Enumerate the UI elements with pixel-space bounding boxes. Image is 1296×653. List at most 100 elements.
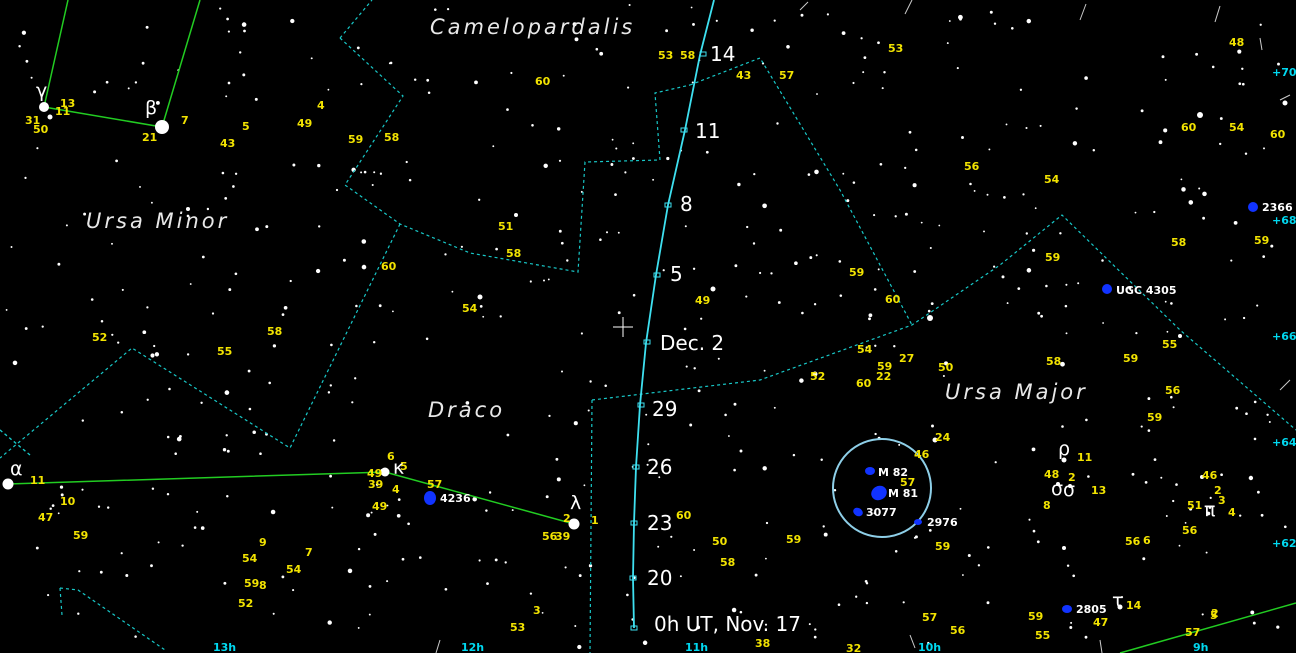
star xyxy=(1025,232,1029,235)
star xyxy=(1250,610,1255,615)
star xyxy=(647,443,650,446)
magnitude-label: 46 xyxy=(914,448,930,461)
star xyxy=(1244,152,1248,155)
star xyxy=(994,461,997,464)
star xyxy=(731,607,737,613)
star xyxy=(837,603,841,606)
magnitude-label: 49 xyxy=(297,117,312,130)
star xyxy=(595,47,599,51)
star xyxy=(238,51,242,54)
star xyxy=(558,229,562,233)
star xyxy=(662,269,665,272)
star xyxy=(315,268,321,274)
star xyxy=(373,171,376,174)
magnitude-label: 56 xyxy=(964,160,980,173)
comet-date-label: 11 xyxy=(695,119,720,143)
star xyxy=(281,313,285,316)
constellation-ursa-minor: Ursa Minor xyxy=(86,209,229,233)
star xyxy=(927,641,930,645)
star xyxy=(881,87,884,90)
star xyxy=(715,57,718,60)
star xyxy=(816,93,818,95)
star xyxy=(292,589,295,592)
star xyxy=(25,59,29,63)
star xyxy=(234,172,238,175)
star xyxy=(499,315,502,318)
constellation-ursa-major: Ursa Major xyxy=(945,380,1088,404)
magnitude-label: 3 xyxy=(533,604,541,617)
star xyxy=(611,138,614,141)
magnitude-label: 39 xyxy=(555,530,570,543)
bright-star xyxy=(1200,475,1204,479)
star xyxy=(153,344,156,348)
star xyxy=(739,449,743,453)
star xyxy=(961,574,964,576)
star xyxy=(1211,65,1215,69)
star xyxy=(21,30,27,35)
galaxy-label: 2805 xyxy=(1076,603,1107,616)
bright-star xyxy=(47,114,53,120)
star xyxy=(418,556,422,559)
star xyxy=(289,279,292,283)
star xyxy=(1166,330,1169,333)
star xyxy=(49,507,52,510)
star xyxy=(822,525,825,528)
star xyxy=(733,468,736,472)
magnitude-label: 56 xyxy=(950,624,966,637)
star xyxy=(545,495,549,499)
background-stars xyxy=(5,3,1287,650)
magnitude-label: 8 xyxy=(1043,499,1051,512)
star xyxy=(310,57,313,60)
star xyxy=(894,550,898,553)
star xyxy=(993,22,997,25)
ra-label: 12h xyxy=(461,641,484,653)
star xyxy=(770,272,773,275)
star xyxy=(868,317,871,321)
star xyxy=(155,100,160,105)
star xyxy=(855,595,858,598)
magnitude-label: 5 xyxy=(1210,609,1218,622)
star xyxy=(813,635,817,639)
star xyxy=(587,409,590,412)
star xyxy=(1039,124,1042,127)
star xyxy=(351,401,354,404)
magnitude-label: 56 xyxy=(1165,384,1181,397)
star xyxy=(200,401,203,404)
star xyxy=(225,95,228,98)
galaxy-label: 3077 xyxy=(866,506,897,519)
star xyxy=(1037,311,1041,315)
star xyxy=(657,545,660,548)
magnitude-label: 11 xyxy=(30,474,45,487)
star xyxy=(833,488,837,492)
star xyxy=(361,239,367,244)
magnitude-label: 58 xyxy=(267,325,282,338)
star xyxy=(943,361,949,366)
star xyxy=(1026,268,1032,273)
star xyxy=(801,311,804,315)
magnitude-label: 11 xyxy=(1077,451,1092,464)
comet-date-labels: 14 11 8 5 Dec. 2 29 26 23 20 0h UT, Nov. 17 xyxy=(647,42,801,636)
star xyxy=(779,228,783,232)
star xyxy=(81,419,84,422)
magnitude-label: 51 xyxy=(498,220,513,233)
star xyxy=(693,549,696,551)
star xyxy=(1164,300,1167,303)
constellation-lines xyxy=(7,0,1296,653)
star xyxy=(446,7,450,11)
star xyxy=(977,564,981,567)
star xyxy=(961,136,964,139)
star xyxy=(372,340,376,344)
star xyxy=(615,147,618,150)
star xyxy=(12,360,18,366)
star xyxy=(219,7,222,10)
star xyxy=(1164,78,1167,81)
magnitude-label: 59 xyxy=(935,540,950,553)
magnitude-label: 24 xyxy=(935,431,951,444)
star xyxy=(1233,221,1238,225)
star xyxy=(580,332,583,335)
bright-stars xyxy=(2,100,1288,610)
magnitude-label: 51 xyxy=(1187,499,1202,512)
dec-label: +68° xyxy=(1272,214,1296,227)
star xyxy=(347,568,353,574)
